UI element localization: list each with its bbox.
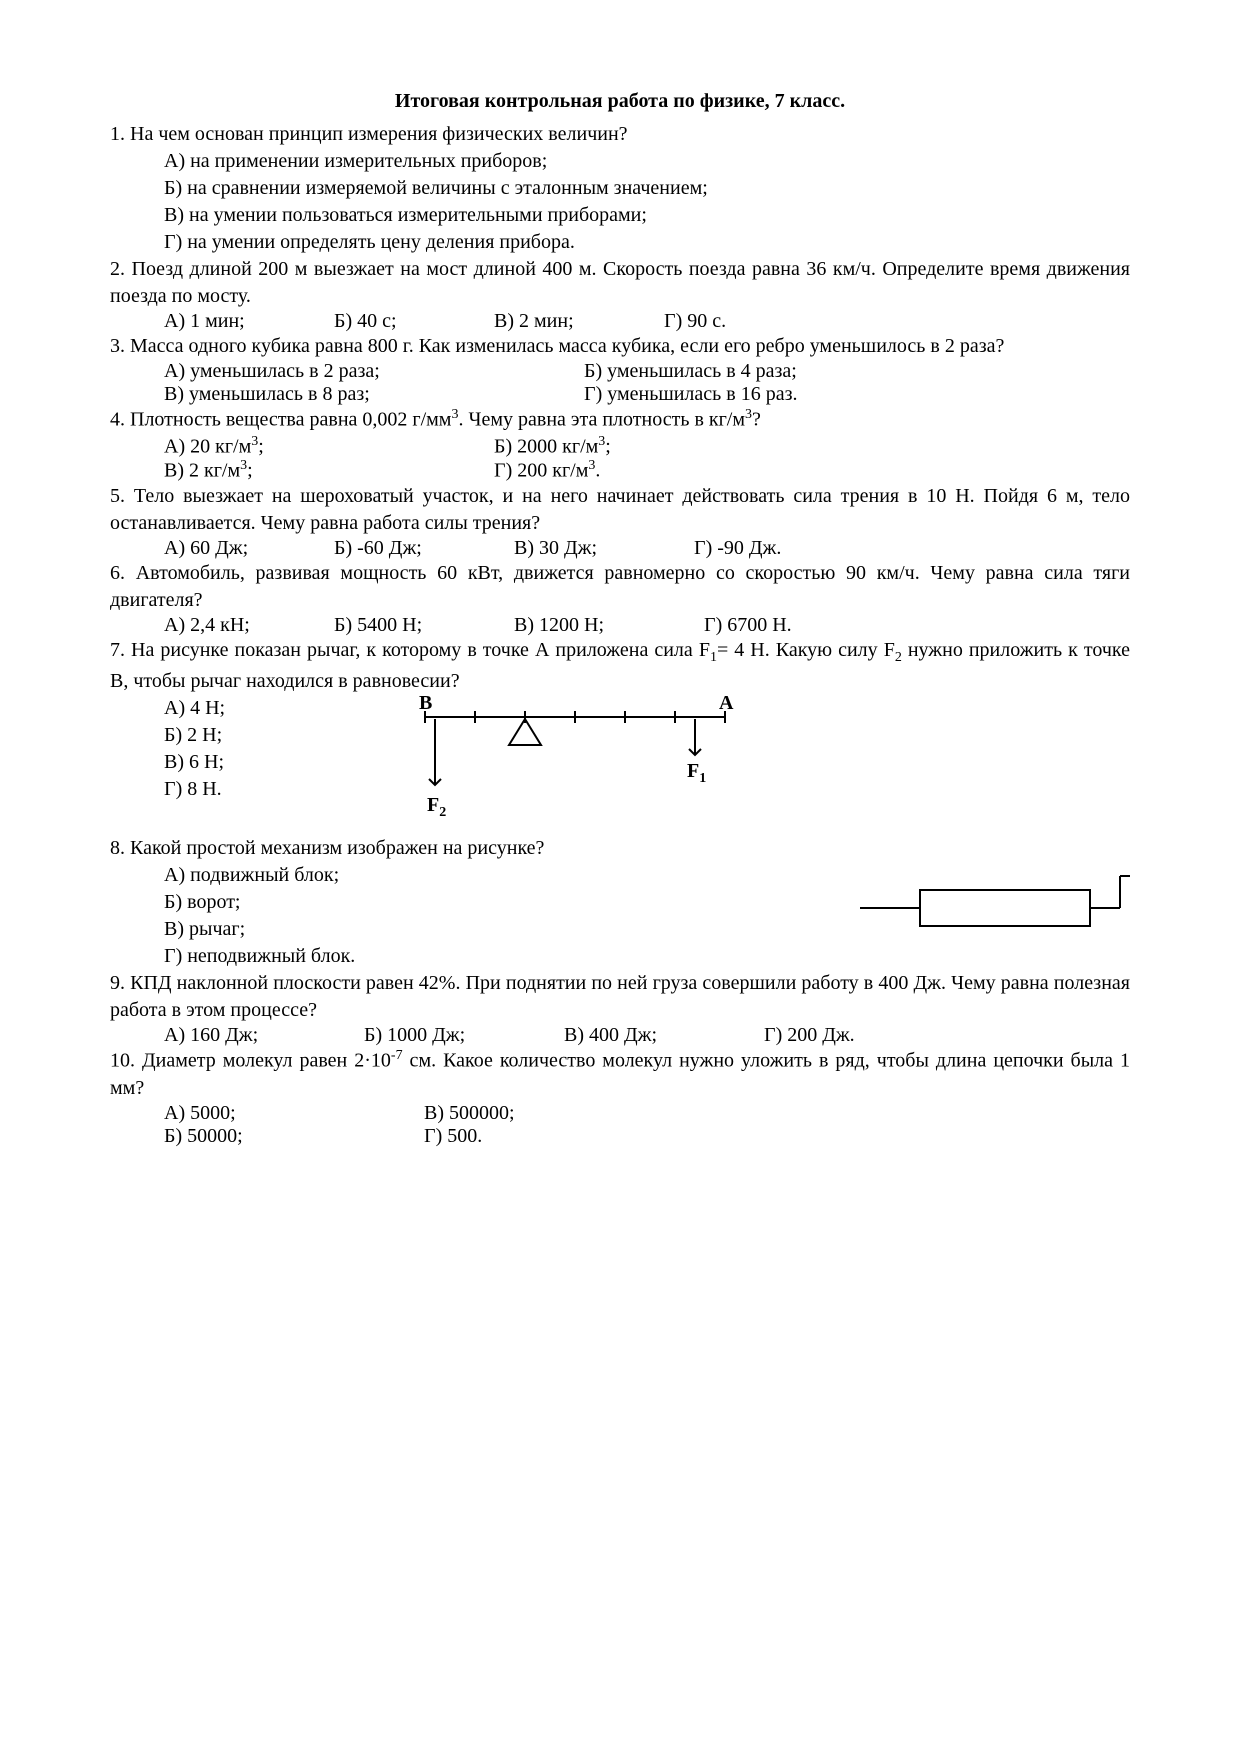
q5-options: А) 60 Дж; Б) -60 Дж; В) 30 Дж; Г) -90 Дж… <box>110 537 1130 560</box>
q8-text: 8. Какой простой механизм изображен на р… <box>110 835 1130 862</box>
q6-options: А) 2,4 кН; Б) 5400 Н; В) 1200 Н; Г) 6700… <box>110 614 1130 637</box>
page-title: Итоговая контрольная работа по физике, 7… <box>110 90 1130 113</box>
q5-a: А) 60 Дж; <box>164 537 334 560</box>
q4-a: А) 20 кг/м3; <box>164 434 494 459</box>
q9-c: В) 400 Дж; <box>564 1024 764 1047</box>
q9-a: А) 160 Дж; <box>164 1024 364 1047</box>
q7-a: А) 4 Н; <box>164 695 225 722</box>
q7-options: А) 4 Н; Б) 2 Н; В) 6 Н; Г) 8 Н. <box>110 695 265 803</box>
q7-c: В) 6 Н; <box>164 749 225 776</box>
q1-text: 1. На чем основан принцип измерения физи… <box>110 121 1130 148</box>
q10-d: Г) 500. <box>424 1125 482 1148</box>
q8-c: В) рычаг; <box>164 916 840 943</box>
q10-text-1: 10. Диаметр молекул равен 2·10 <box>110 1050 391 1072</box>
q3-options: А) уменьшилась в 2 раза; Б) уменьшилась … <box>110 360 1130 406</box>
q2-options: А) 1 мин; Б) 40 с; В) 2 мин; Г) 90 с. <box>110 310 1130 333</box>
q8-b: Б) ворот; <box>164 889 840 916</box>
q10-options: А) 5000; В) 500000; Б) 50000; Г) 500. <box>110 1102 1130 1148</box>
svg-text:B: B <box>419 695 432 714</box>
lever-diagram: B A F1 F2 <box>395 695 755 825</box>
q6-a: А) 2,4 кН; <box>164 614 334 637</box>
q6-text: 6. Автомобиль, развивая мощность 60 кВт,… <box>110 560 1130 614</box>
q10-b: Б) 50000; <box>164 1125 424 1148</box>
q6-d: Г) 6700 Н. <box>704 614 792 637</box>
q7-text-2: = 4 Н. Какую силу F <box>717 639 895 661</box>
page: Итоговая контрольная работа по физике, 7… <box>0 0 1240 1208</box>
q10-text: 10. Диаметр молекул равен 2·10-7 см. Как… <box>110 1047 1130 1102</box>
q7-d: Г) 8 Н. <box>164 776 225 803</box>
q2-c: В) 2 мин; <box>494 310 664 333</box>
q4-options: А) 20 кг/м3; Б) 2000 кг/м3; В) 2 кг/м3; … <box>110 434 1130 483</box>
q5-c: В) 30 Дж; <box>514 537 694 560</box>
q2-text: 2. Поезд длиной 200 м выезжает на мост д… <box>110 256 1130 310</box>
q7-b: Б) 2 Н; <box>164 722 225 749</box>
q3-text: 3. Масса одного кубика равна 800 г. Как … <box>110 333 1130 360</box>
q5-d: Г) -90 Дж. <box>694 537 781 560</box>
q8-a: А) подвижный блок; <box>164 862 840 889</box>
mechanism-diagram <box>850 868 1130 948</box>
q4-d: Г) 200 кг/м3. <box>494 458 600 483</box>
sub-1-icon: 1 <box>710 650 717 665</box>
q9-b: Б) 1000 Дж; <box>364 1024 564 1047</box>
q4-text-2: . Чему равна эта плотность в кг/м <box>458 409 745 431</box>
q3-b: Б) уменьшилась в 4 раза; <box>584 360 797 383</box>
q9-options: А) 160 Дж; Б) 1000 Дж; В) 400 Дж; Г) 200… <box>110 1024 1130 1047</box>
svg-text:A: A <box>719 695 734 714</box>
q2-d: Г) 90 с. <box>664 310 726 333</box>
q8-body: А) подвижный блок; Б) ворот; В) рычаг; Г… <box>110 862 1130 970</box>
q7-body: А) 4 Н; Б) 2 Н; В) 6 Н; Г) 8 Н. B A F1 F2 <box>110 695 1130 825</box>
q6-c: В) 1200 Н; <box>514 614 704 637</box>
q2-b: Б) 40 с; <box>334 310 494 333</box>
q10-a: А) 5000; <box>164 1102 424 1125</box>
sup-m7-icon: -7 <box>391 1048 403 1063</box>
sub-2-icon: 2 <box>895 650 902 665</box>
q7-text: 7. На рисунке показан рычаг, к которому … <box>110 637 1130 695</box>
q1-b: Б) на сравнении измеряемой величины с эт… <box>164 175 1130 202</box>
q7-text-1: 7. На рисунке показан рычаг, к которому … <box>110 639 710 661</box>
svg-text:F2: F2 <box>427 794 446 820</box>
q5-text: 5. Тело выезжает на шероховатый участок,… <box>110 483 1130 537</box>
svg-text:F1: F1 <box>687 760 706 786</box>
q8-d: Г) неподвижный блок. <box>164 943 840 970</box>
q8-options: А) подвижный блок; Б) ворот; В) рычаг; Г… <box>110 862 840 970</box>
q10-c: В) 500000; <box>424 1102 515 1125</box>
q2-a: А) 1 мин; <box>164 310 334 333</box>
q4-text-1: 4. Плотность вещества равна 0,002 г/мм <box>110 409 451 431</box>
q4-text-3: ? <box>752 409 761 431</box>
sup-3-icon: 3 <box>745 407 752 422</box>
q1-c: В) на умении пользоваться измерительными… <box>164 202 1130 229</box>
q9-text: 9. КПД наклонной плоскости равен 42%. Пр… <box>110 970 1130 1024</box>
q4-b: Б) 2000 кг/м3; <box>494 434 611 459</box>
q5-b: Б) -60 Дж; <box>334 537 514 560</box>
q1-a: А) на применении измерительных приборов; <box>164 148 1130 175</box>
q3-a: А) уменьшилась в 2 раза; <box>164 360 584 383</box>
q4-text: 4. Плотность вещества равна 0,002 г/мм 3.… <box>110 406 1130 434</box>
q9-d: Г) 200 Дж. <box>764 1024 855 1047</box>
q3-d: Г) уменьшилась в 16 раз. <box>584 383 798 406</box>
q1-options: А) на применении измерительных приборов;… <box>110 148 1130 256</box>
q3-c: В) уменьшилась в 8 раз; <box>164 383 584 406</box>
q4-c: В) 2 кг/м3; <box>164 458 494 483</box>
q1-d: Г) на умении определять цену деления при… <box>164 229 1130 256</box>
q6-b: Б) 5400 Н; <box>334 614 514 637</box>
